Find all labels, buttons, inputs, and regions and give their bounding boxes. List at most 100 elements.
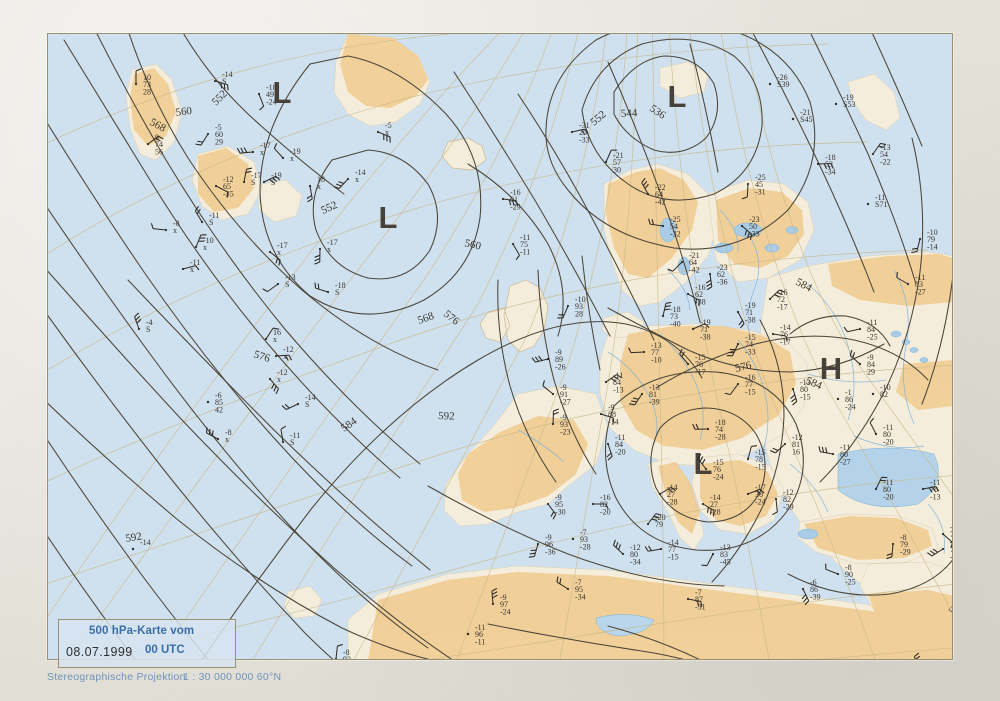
pressure-center-l: L <box>668 79 687 114</box>
station-value: 45 <box>755 180 763 189</box>
station-value: -12 <box>283 345 294 354</box>
station-value: S <box>209 218 213 227</box>
station-value: x <box>355 175 359 184</box>
station-plot: -8x <box>205 427 232 444</box>
station-value: 77 <box>745 380 753 389</box>
station-value: -11 <box>520 233 530 242</box>
wind-barb-icon <box>281 402 300 410</box>
station-value: 30 <box>613 165 621 174</box>
station-value: -24 <box>713 472 724 481</box>
wind-barb-icon <box>913 652 921 659</box>
wind-barb-icon <box>491 587 498 606</box>
station-value: 81 <box>792 440 800 449</box>
station-value: S <box>285 280 289 289</box>
station-value: -18 <box>266 83 277 92</box>
wind-barb-icon <box>194 205 204 224</box>
station-dot <box>791 117 795 121</box>
wind-barb-icon <box>740 224 753 240</box>
wind-barb-icon <box>736 310 745 329</box>
wind-barb-icon <box>661 301 672 318</box>
wind-barb-icon <box>941 532 952 549</box>
scale-label: 1 : 30 000 000 60°N <box>183 671 282 683</box>
station-value: -36 <box>717 277 728 286</box>
wind-barb-icon <box>195 132 210 146</box>
wind-barb-icon <box>686 597 703 608</box>
station-value: -8 <box>950 538 953 547</box>
wind-barb-icon <box>511 242 520 261</box>
station-value: -14 <box>780 323 791 332</box>
station-dot <box>206 400 210 404</box>
station-value: -26 <box>777 73 788 82</box>
station-dot <box>866 202 870 206</box>
station-value: x <box>327 245 331 254</box>
station-value: 71 <box>745 308 753 317</box>
weather-map-frame: 552 560 568 552 560 552 544 536 568 576 584 592 576 5… <box>47 33 953 660</box>
station-value: 80 <box>630 550 638 559</box>
station-value: -13 <box>613 385 624 394</box>
station-plot: -19S <box>262 171 282 187</box>
station-value: -10 <box>927 228 938 237</box>
wind-barb-icon <box>262 282 280 293</box>
station-value: 18 <box>317 175 325 184</box>
station-value: -24 <box>845 402 856 411</box>
station-value: -17 <box>780 337 791 346</box>
station-value: -27 <box>560 397 571 406</box>
station-value: S <box>335 288 339 297</box>
projection-label: Stereographische Projektion <box>47 671 186 683</box>
station-value: -4 <box>146 318 153 327</box>
station-value: 72 <box>777 295 785 304</box>
wind-barb-icon <box>701 552 715 567</box>
station-plot: -17x <box>314 238 338 265</box>
wind-barb-icon <box>818 446 835 456</box>
contour-label: 592 <box>438 410 455 423</box>
station-plot: -186-24 <box>836 388 856 411</box>
wind-barb-icon <box>612 539 625 556</box>
wind-barb-icon <box>628 347 646 354</box>
station-value: -12 <box>223 175 234 184</box>
station-value: -14 <box>140 538 151 547</box>
station-value: -11 <box>475 623 485 632</box>
station-plot: -793-28 <box>571 528 591 551</box>
station-value: 84 <box>613 378 621 387</box>
station-value: 90 <box>845 570 853 579</box>
station-value: 57 <box>613 158 621 167</box>
pressure-center-l: L <box>379 200 398 235</box>
station-value: -16 <box>510 188 521 197</box>
station-value: -12 <box>277 368 288 377</box>
wind-barb-icon <box>679 348 690 366</box>
station-value: -16 <box>777 288 788 297</box>
wind-barb-icon <box>705 272 713 291</box>
station-value: x <box>385 128 389 137</box>
station-value: 85 <box>215 398 223 407</box>
station-value: -38 <box>695 297 706 306</box>
wind-barb-icon <box>556 576 570 591</box>
station-value: -29 <box>783 502 794 511</box>
wind-barb-icon <box>604 149 617 164</box>
station-dot <box>836 397 840 401</box>
wind-barb-icon <box>268 250 281 266</box>
wind-barb-icon <box>570 128 589 135</box>
wind-barb-icon <box>150 223 168 232</box>
station-value: -36 <box>545 547 556 556</box>
station-value: -34 <box>825 167 836 176</box>
station-value: -14 <box>927 242 938 251</box>
wind-barb-icon <box>262 175 281 184</box>
station-plot: -993-23 <box>551 408 571 436</box>
station-value: 65 <box>223 182 231 191</box>
station-value: 95 <box>555 500 563 509</box>
station-value: -7 <box>580 528 587 537</box>
